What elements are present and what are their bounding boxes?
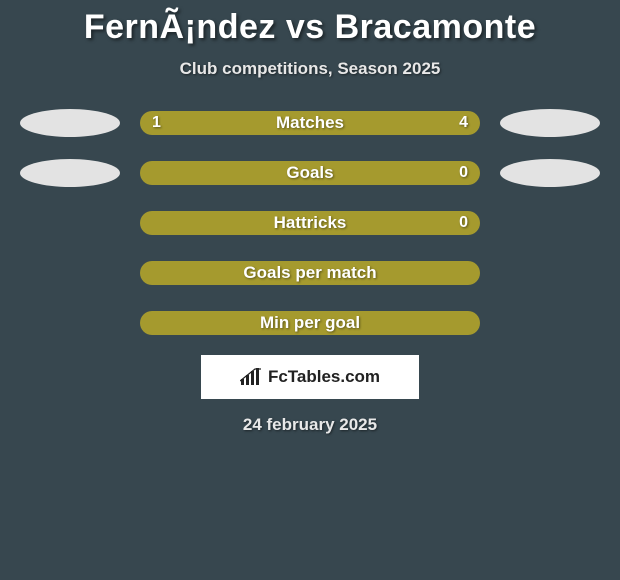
- bar-left-fill: [140, 161, 480, 185]
- stat-row: 14Matches: [0, 109, 620, 137]
- left-ellipse: [20, 159, 120, 187]
- stat-bar: 0Hattricks: [140, 211, 480, 235]
- bar-chart-icon: [240, 368, 262, 386]
- stat-row: Min per goal: [0, 309, 620, 337]
- footer-date: 24 february 2025: [243, 415, 377, 435]
- stat-row: 0Goals: [0, 159, 620, 187]
- brand-text: FcTables.com: [268, 367, 380, 387]
- stat-bar: Min per goal: [140, 311, 480, 335]
- bar-left-fill: [140, 211, 480, 235]
- comparison-card: FernÃ¡ndez vs Bracamonte Club competitio…: [0, 0, 620, 435]
- bar-left-fill: [140, 311, 480, 335]
- right-ellipse: [500, 159, 600, 187]
- stat-bar: 0Goals: [140, 161, 480, 185]
- stat-row: 0Hattricks: [0, 209, 620, 237]
- bar-right-fill: [208, 111, 480, 135]
- bar-left-fill: [140, 111, 208, 135]
- stat-bar: Goals per match: [140, 261, 480, 285]
- stat-row: Goals per match: [0, 259, 620, 287]
- page-title: FernÃ¡ndez vs Bracamonte: [84, 8, 536, 47]
- brand-badge[interactable]: FcTables.com: [201, 355, 419, 399]
- right-ellipse: [500, 109, 600, 137]
- stats-rows: 14Matches 0Goals 0Hattricks Goals per match…: [0, 109, 620, 337]
- left-ellipse: [20, 109, 120, 137]
- bar-left-fill: [140, 261, 480, 285]
- page-subtitle: Club competitions, Season 2025: [180, 59, 441, 79]
- stat-bar: 14Matches: [140, 111, 480, 135]
